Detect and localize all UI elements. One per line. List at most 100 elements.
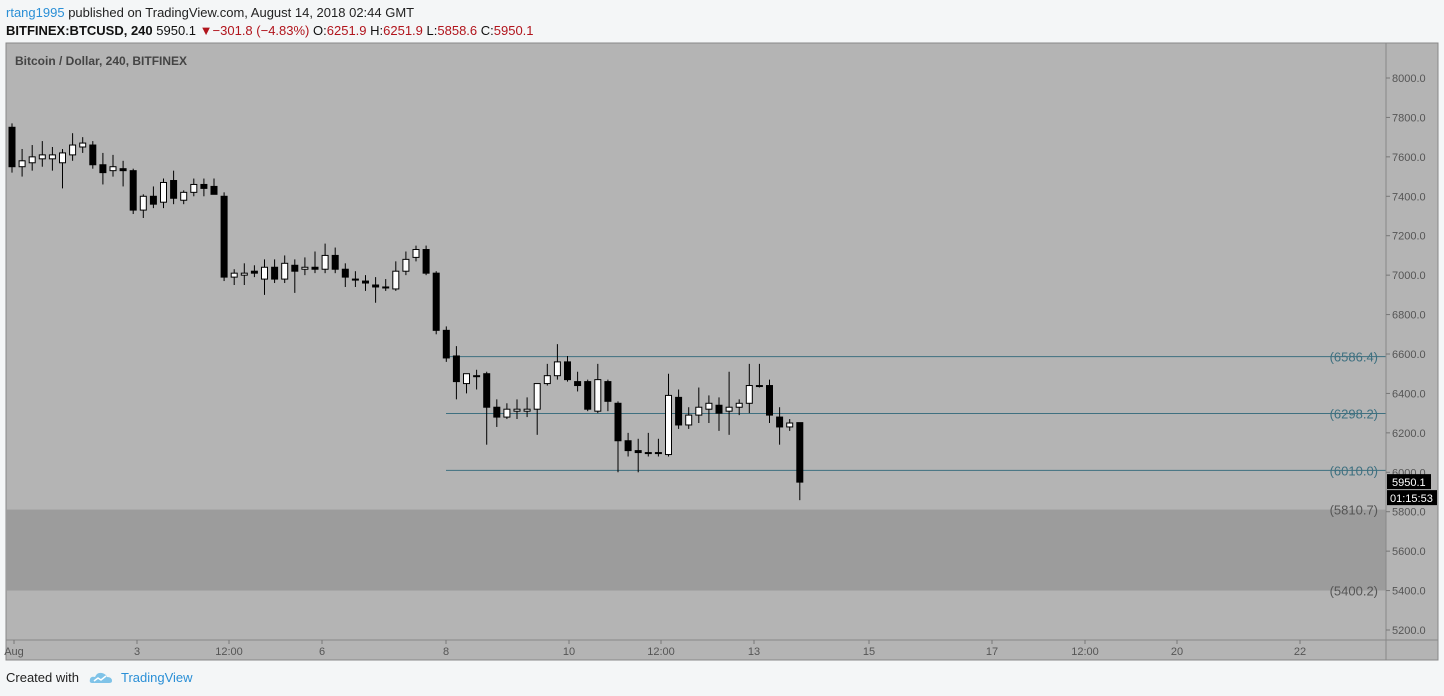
candle-body [291, 264, 299, 272]
candle-body [493, 406, 501, 418]
candle [432, 271, 440, 335]
candle [261, 259, 268, 295]
candle-body [351, 278, 359, 281]
price-tick-label: 7000.0 [1392, 270, 1426, 282]
candle [392, 261, 400, 291]
candle-body [392, 270, 400, 290]
candle [200, 178, 208, 197]
candle [59, 148, 66, 189]
price-tick-label: 6600.0 [1392, 349, 1426, 361]
candle [8, 123, 16, 173]
candle-body [38, 154, 46, 160]
price-tick-label: 6800.0 [1392, 310, 1426, 322]
candle-body [321, 254, 329, 270]
candle [604, 379, 612, 412]
candle-body [180, 191, 188, 201]
candle [180, 190, 188, 205]
candle-body [796, 422, 804, 483]
tradingview-link[interactable]: TradingView [120, 670, 193, 685]
candle [119, 160, 127, 187]
candle [493, 399, 501, 427]
candle [675, 389, 683, 429]
time-tick-label: 13 [748, 646, 760, 658]
candle [483, 371, 491, 445]
last-price-tag [1387, 474, 1431, 490]
candle-body [160, 181, 167, 203]
time-tick-label: 17 [986, 646, 998, 658]
candle-body [240, 272, 248, 276]
candle-body [473, 375, 481, 378]
candle-body [564, 361, 571, 381]
candle [281, 255, 289, 284]
zone-layer: (5810.7) (5400.2) [6, 503, 1386, 599]
candle-body [382, 286, 390, 289]
candle-body [634, 450, 642, 454]
price-tick-label: 5400.0 [1392, 586, 1426, 598]
candle [442, 326, 450, 362]
candle [99, 152, 107, 185]
candle [69, 133, 77, 161]
candle-layer [8, 123, 804, 501]
candle-body [79, 142, 87, 148]
candle [271, 259, 279, 284]
price-tick-label: 7200.0 [1392, 231, 1426, 243]
candle-body [644, 452, 652, 455]
candle [452, 346, 460, 400]
candle-body [654, 452, 662, 455]
publish-info: rtang1995 published on TradingView.com, … [6, 4, 414, 21]
price-tick-label: 5600.0 [1392, 546, 1426, 558]
price-tags: 5950.1 01:15:53 [1387, 474, 1437, 506]
candle-body [48, 154, 56, 160]
price-tick-label: 5200.0 [1392, 625, 1426, 637]
candle-body [735, 402, 743, 408]
candle-body [594, 379, 602, 412]
candle [311, 251, 319, 274]
candle-body [584, 381, 592, 410]
chart-title: Bitcoin / Dollar, 240, BITFINEX [15, 54, 187, 68]
candle-body [362, 280, 369, 284]
candle-body [533, 383, 541, 410]
candle [685, 407, 693, 429]
candle-body [372, 284, 380, 288]
candle [715, 397, 723, 431]
candle-body [422, 249, 430, 274]
candle [301, 257, 309, 276]
candle-body [745, 385, 753, 404]
candle [705, 395, 713, 423]
tradingview-cloud-icon[interactable] [89, 671, 113, 685]
candle-body [776, 416, 784, 428]
candle-body [119, 168, 127, 172]
time-tick-label: 12:00 [215, 646, 243, 658]
price-axis[interactable]: 5200.05400.05600.05800.06000.06200.06400… [1386, 73, 1426, 637]
low-value: 5858.6 [437, 23, 478, 38]
candle [594, 363, 602, 414]
candle-body [452, 355, 460, 383]
candle [614, 401, 622, 473]
candle-body [220, 195, 228, 278]
time-tick-label: 6 [319, 646, 325, 658]
symbol-label: BITFINEX:BTCUSD, 240 [6, 23, 153, 38]
candle-body [18, 160, 26, 168]
time-tick-label: 8 [443, 646, 449, 658]
candle [776, 407, 784, 445]
candle [584, 379, 592, 412]
candle-body [109, 166, 117, 172]
candle-body [786, 422, 794, 428]
candle [341, 263, 349, 287]
countdown-text: 01:15:53 [1390, 493, 1433, 505]
author-link[interactable]: rtang1995 [6, 5, 65, 20]
price-tick-label: 5800.0 [1392, 507, 1426, 519]
candle [109, 154, 117, 177]
candle-body [281, 262, 289, 280]
price-tick-label: 6200.0 [1392, 428, 1426, 440]
candle [766, 379, 773, 423]
published-text: published on TradingView.com, August 14,… [68, 5, 415, 20]
candle [362, 275, 369, 291]
candle [503, 403, 511, 420]
price-change: −301.8 (−4.83%) [212, 23, 310, 38]
candle [240, 263, 248, 285]
candle [321, 243, 329, 274]
time-axis[interactable]: Aug 3 12:00 6 8 10 12:00 13 15 17 12:00 20 22 [4, 640, 1306, 658]
candle-body [271, 266, 279, 280]
